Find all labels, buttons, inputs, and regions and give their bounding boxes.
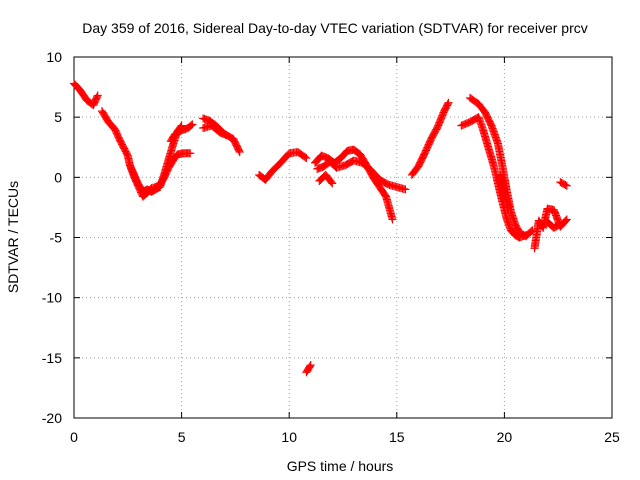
- data-point: [560, 217, 569, 226]
- series-track-p: [530, 204, 571, 253]
- data-point: [444, 98, 453, 107]
- series-track-h: [302, 361, 315, 377]
- data-point: [306, 362, 315, 371]
- y-tick-label: -5: [50, 230, 63, 246]
- data-point: [301, 153, 310, 162]
- series-track-f: [199, 121, 231, 140]
- axis-ticks: 0 5 10 15 20 25 10 5 0 -5 -10 -15 -20: [42, 49, 620, 445]
- y-tick-label: 5: [54, 109, 62, 125]
- data-point: [561, 181, 570, 190]
- series-track-a: [70, 79, 102, 110]
- data-point: [302, 154, 311, 163]
- series-track-b: [97, 107, 186, 196]
- series-track-k: [315, 170, 337, 188]
- y-tick-label: -20: [42, 410, 62, 426]
- x-tick-label: 5: [178, 429, 186, 445]
- x-tick-label: 25: [604, 429, 620, 445]
- x-tick-label: 15: [389, 429, 405, 445]
- data-point: [504, 203, 513, 212]
- y-tick-label: 10: [46, 49, 62, 65]
- data-point: [186, 149, 195, 158]
- data-point: [443, 100, 452, 109]
- data-point: [327, 178, 336, 187]
- data-point: [222, 131, 231, 140]
- data-point: [93, 92, 102, 101]
- data-point: [388, 215, 397, 224]
- data-point: [93, 91, 102, 100]
- data-point: [561, 216, 570, 225]
- data-point: [555, 220, 564, 229]
- grid-lines: [74, 57, 612, 418]
- x-tick-label: 0: [70, 429, 78, 445]
- y-tick-label: -15: [42, 350, 62, 366]
- data-point: [235, 148, 244, 157]
- data-point: [187, 121, 196, 130]
- series-track-c: [125, 149, 195, 201]
- data-point: [521, 231, 530, 240]
- x-axis-label: GPS time / hours: [287, 458, 394, 474]
- data-point: [328, 179, 337, 188]
- series-track-d: [166, 120, 197, 146]
- data-series: [70, 79, 571, 377]
- series-track-j: [313, 156, 410, 194]
- data-point: [235, 146, 244, 155]
- series-track-n: [457, 113, 530, 242]
- data-point: [306, 361, 315, 370]
- series-track-g: [255, 148, 311, 184]
- data-point: [556, 220, 565, 229]
- x-tick-label: 20: [497, 429, 513, 445]
- data-point: [401, 185, 410, 194]
- data-point: [188, 120, 197, 129]
- series-track-r: [556, 178, 571, 190]
- y-tick-label: 0: [54, 169, 62, 185]
- series-track-o: [496, 170, 513, 212]
- series-track-l: [407, 98, 453, 179]
- data-point: [562, 215, 571, 224]
- data-point: [562, 181, 571, 190]
- x-tick-label: 10: [281, 429, 297, 445]
- series-track-q: [543, 217, 565, 232]
- y-axis-label: SDTVAR / TECUs: [5, 181, 21, 293]
- chart-title: Day 359 of 2016, Sidereal Day-to-day VTE…: [82, 20, 588, 36]
- y-tick-label: -10: [42, 290, 62, 306]
